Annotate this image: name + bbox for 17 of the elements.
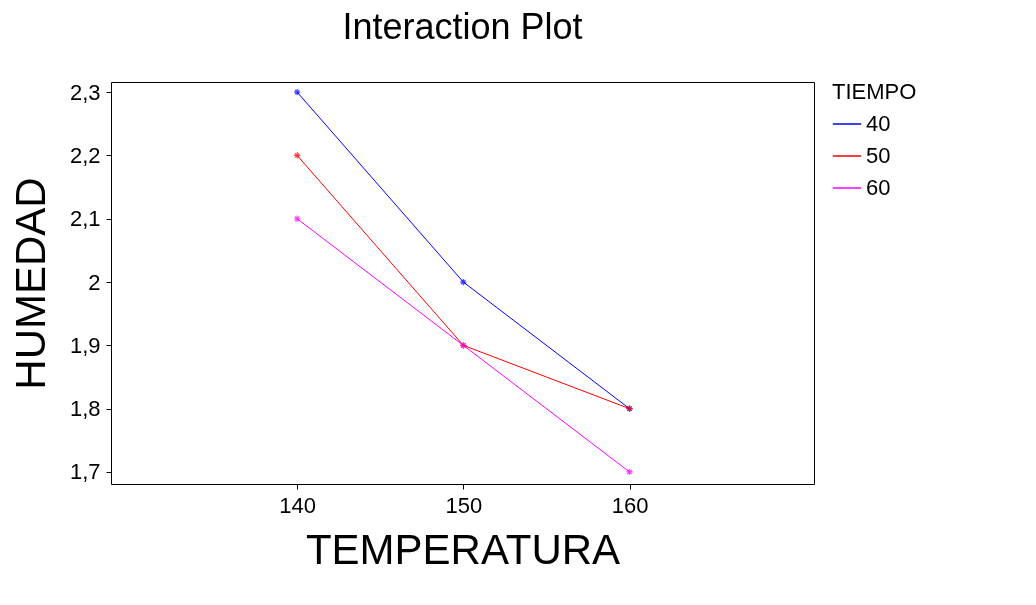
- x-tick-label: 140: [279, 492, 316, 518]
- y-tick-label: 1,7: [69, 459, 101, 485]
- y-tick-label: 1,9: [69, 332, 101, 358]
- x-axis-title: TEMPERATURA: [305, 525, 621, 573]
- legend-title: TIEMPO: [832, 79, 917, 104]
- y-tick-label: 2,2: [69, 142, 101, 168]
- y-tick-label: 1,8: [69, 396, 101, 422]
- legend-label: 50: [866, 143, 891, 168]
- y-axis-title: HUMEDAD: [6, 177, 54, 390]
- legend-label: 40: [866, 111, 891, 136]
- y-tick-label: 2: [88, 269, 101, 295]
- y-tick-label: 2,3: [69, 79, 101, 105]
- x-tick-label: 160: [611, 492, 649, 518]
- chart-title: Interaction Plot: [342, 6, 583, 48]
- x-tick-label: 150: [445, 492, 483, 518]
- legend-label: 60: [866, 175, 891, 200]
- y-tick-label: 2,1: [69, 206, 101, 232]
